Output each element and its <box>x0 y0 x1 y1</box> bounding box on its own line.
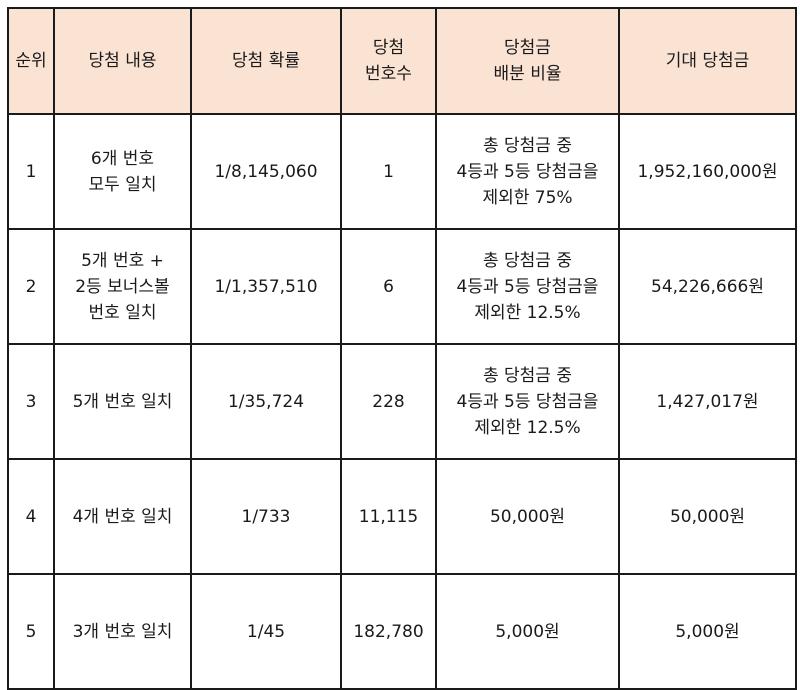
expected-prize-cell: 54,226,666원 <box>619 229 796 344</box>
expected-prize-cell: 5,000원 <box>619 574 796 689</box>
winner-count-cell: 11,115 <box>341 459 436 574</box>
header-winner-count: 당첨 번호수 <box>341 8 436 114</box>
distribution-ratio-cell: 총 당첨금 중 4등과 5등 당첨금을 제외한 12.5% <box>436 229 619 344</box>
distribution-ratio-cell: 50,000원 <box>436 459 619 574</box>
expected-prize-cell: 1,952,160,000원 <box>619 114 796 229</box>
winner-count-cell: 228 <box>341 344 436 459</box>
table-row: 1 6개 번호 모두 일치 1/8,145,060 1 총 당첨금 중 4등과 … <box>8 114 796 229</box>
rank-cell: 5 <box>8 574 54 689</box>
probability-cell: 1/45 <box>191 574 341 689</box>
winner-count-cell: 1 <box>341 114 436 229</box>
content-cell: 5개 번호 + 2등 보너스볼 번호 일치 <box>54 229 191 344</box>
distribution-ratio-cell: 총 당첨금 중 4등과 5등 당첨금을 제외한 12.5% <box>436 344 619 459</box>
lotto-prize-table: 순위 당첨 내용 당첨 확률 당첨 번호수 당첨금 배분 비율 기대 당첨금 1… <box>7 7 797 690</box>
header-rank: 순위 <box>8 8 54 114</box>
content-cell: 6개 번호 모두 일치 <box>54 114 191 229</box>
expected-prize-cell: 50,000원 <box>619 459 796 574</box>
rank-cell: 4 <box>8 459 54 574</box>
header-distribution-ratio: 당첨금 배분 비율 <box>436 8 619 114</box>
probability-cell: 1/1,357,510 <box>191 229 341 344</box>
winner-count-cell: 6 <box>341 229 436 344</box>
probability-cell: 1/35,724 <box>191 344 341 459</box>
content-cell: 3개 번호 일치 <box>54 574 191 689</box>
header-row: 순위 당첨 내용 당첨 확률 당첨 번호수 당첨금 배분 비율 기대 당첨금 <box>8 8 796 114</box>
rank-cell: 1 <box>8 114 54 229</box>
table-row: 2 5개 번호 + 2등 보너스볼 번호 일치 1/1,357,510 6 총 … <box>8 229 796 344</box>
rank-cell: 2 <box>8 229 54 344</box>
distribution-ratio-cell: 총 당첨금 중 4등과 5등 당첨금을 제외한 75% <box>436 114 619 229</box>
winner-count-cell: 182,780 <box>341 574 436 689</box>
table-row: 5 3개 번호 일치 1/45 182,780 5,000원 5,000원 <box>8 574 796 689</box>
table-row: 3 5개 번호 일치 1/35,724 228 총 당첨금 중 4등과 5등 당… <box>8 344 796 459</box>
distribution-ratio-cell: 5,000원 <box>436 574 619 689</box>
probability-cell: 1/733 <box>191 459 341 574</box>
header-expected-prize: 기대 당첨금 <box>619 8 796 114</box>
rank-cell: 3 <box>8 344 54 459</box>
header-probability: 당첨 확률 <box>191 8 341 114</box>
header-content: 당첨 내용 <box>54 8 191 114</box>
probability-cell: 1/8,145,060 <box>191 114 341 229</box>
content-cell: 5개 번호 일치 <box>54 344 191 459</box>
table-row: 4 4개 번호 일치 1/733 11,115 50,000원 50,000원 <box>8 459 796 574</box>
content-cell: 4개 번호 일치 <box>54 459 191 574</box>
expected-prize-cell: 1,427,017원 <box>619 344 796 459</box>
